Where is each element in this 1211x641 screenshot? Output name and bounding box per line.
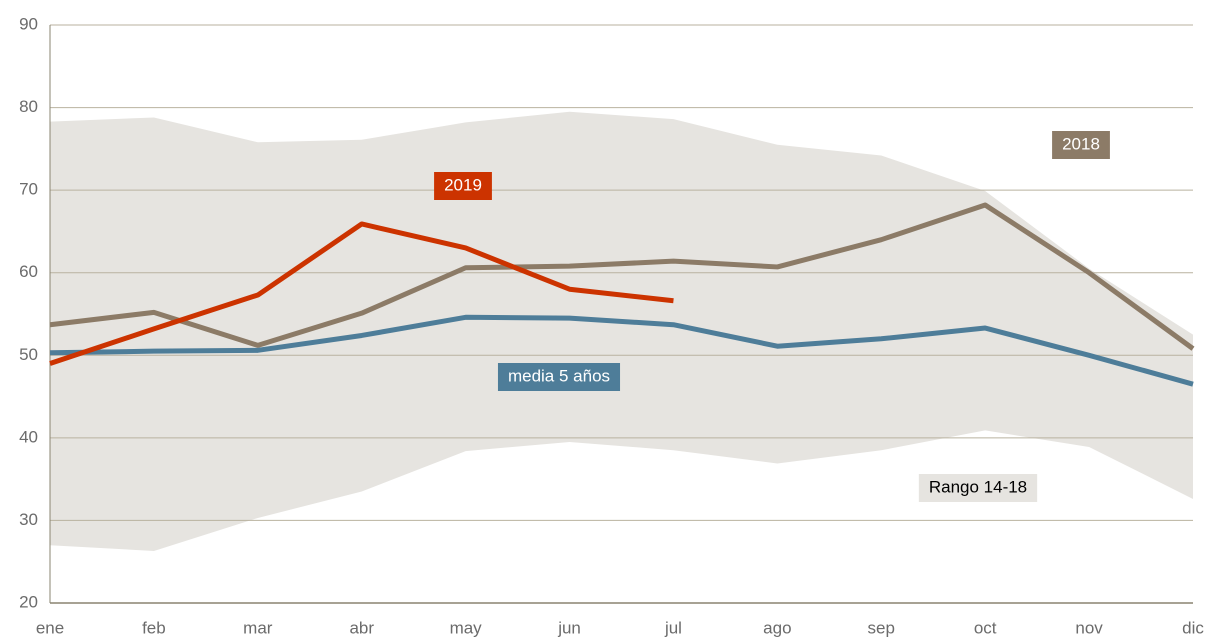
legend-label: media 5 años xyxy=(508,366,610,385)
line-series xyxy=(49,202,1195,351)
legend-label: 2018 xyxy=(1062,134,1100,153)
label-box xyxy=(918,474,1038,502)
x-tick-label: mar xyxy=(243,618,273,637)
x-tick-label: jun xyxy=(557,618,581,637)
legend-label: Rango 14-18 xyxy=(929,477,1027,496)
series-label: 2019 xyxy=(434,172,492,200)
y-tick-label: 40 xyxy=(19,427,38,446)
series-label: Rango 14-18 xyxy=(918,474,1038,502)
y-tick-label: 50 xyxy=(19,345,38,364)
y-tick-label: 80 xyxy=(19,97,38,116)
line-series xyxy=(49,314,1194,387)
x-tick-label: abr xyxy=(349,618,374,637)
x-tick-label: sep xyxy=(868,618,895,637)
label-box xyxy=(1052,131,1110,159)
x-tick-label: may xyxy=(450,618,483,637)
x-tick-label: ene xyxy=(36,618,64,637)
y-tick-label: 60 xyxy=(19,262,38,281)
line-series xyxy=(49,221,674,366)
label-box xyxy=(497,363,621,391)
y-tick-label: 30 xyxy=(19,510,38,529)
label-box xyxy=(434,172,492,200)
x-tick-label: nov xyxy=(1075,618,1103,637)
y-tick-label: 70 xyxy=(19,180,38,199)
x-tick-label: ago xyxy=(763,618,791,637)
legend-label: 2019 xyxy=(444,175,482,194)
series-label: 2018 xyxy=(1052,131,1110,159)
x-tick-label: oct xyxy=(974,618,997,637)
x-tick-label: feb xyxy=(142,618,166,637)
x-tick-label: jul xyxy=(664,618,682,637)
series-label: media 5 años xyxy=(497,363,621,391)
y-tick-label: 20 xyxy=(19,592,38,611)
range-area xyxy=(50,111,1193,551)
x-tick-label: dic xyxy=(1182,618,1204,637)
y-tick-label: 90 xyxy=(19,14,38,33)
